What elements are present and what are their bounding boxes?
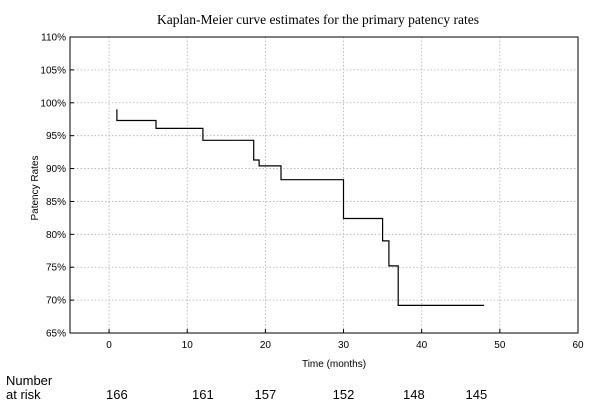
y-tick-label: 105% (40, 65, 66, 76)
y-tick-label: 100% (40, 98, 66, 109)
grid-lines (70, 37, 578, 333)
x-tick-label: 0 (106, 340, 112, 351)
at-risk-count: 145 (465, 387, 488, 402)
at-risk-count: 157 (254, 387, 277, 402)
y-axis-ticks: 65% 70% 75% 80% 85% 90% 95% 100% 105% 110% (40, 33, 74, 340)
y-tick-label: 90% (46, 164, 66, 175)
x-tick-label: 50 (494, 340, 506, 351)
at-risk-label: Number at risk (6, 373, 53, 402)
at-risk-count: 148 (403, 387, 425, 402)
x-tick-label: 30 (338, 340, 350, 351)
y-tick-label: 95% (46, 131, 66, 142)
at-risk-count: 152 (332, 387, 355, 402)
chart-title: Kaplan-Meier curve estimates for the pri… (157, 12, 479, 27)
y-tick-label: 65% (46, 329, 66, 340)
plot-frame (69, 36, 579, 334)
y-tick-label: 85% (46, 197, 66, 208)
x-tick-label: 10 (182, 340, 194, 351)
y-tick-label: 80% (46, 230, 66, 241)
kaplan-meier-chart: Kaplan-Meier curve estimates for the pri… (30, 12, 584, 370)
y-tick-label: 70% (46, 296, 66, 307)
x-axis-label: Time (months) (302, 359, 366, 370)
x-tick-label: 40 (416, 340, 428, 351)
at-risk-count: 166 (106, 387, 128, 402)
y-axis-label: Patency Rates (30, 155, 41, 220)
at-risk-count: 161 (192, 387, 214, 402)
km-survival-curve (116, 109, 485, 306)
x-tick-label: 60 (572, 340, 584, 351)
y-tick-label: 75% (46, 263, 66, 274)
x-tick-label: 20 (260, 340, 272, 351)
y-tick-label: 110% (41, 33, 66, 44)
x-axis-ticks: 0 10 20 30 40 50 60 (106, 329, 584, 351)
